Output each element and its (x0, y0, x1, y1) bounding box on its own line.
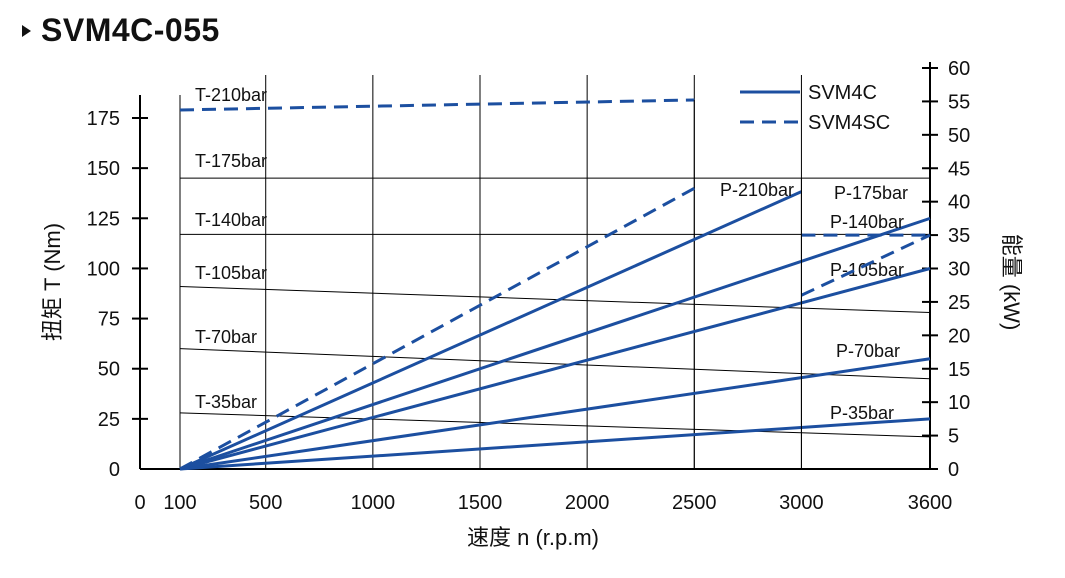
power-line-extension-6 (800, 233, 931, 297)
torque-label-t-70bar: T-70bar (195, 327, 257, 347)
y-right-tick-label-55: 55 (948, 91, 970, 113)
power-label-p-35bar: P-35bar (830, 403, 894, 423)
y-right-tick-label-15: 15 (948, 359, 970, 381)
chart-title-wrap: SVM4C-055 (22, 12, 220, 49)
power-line-p-210bar (179, 186, 696, 471)
x-tick-label-3000: 3000 (779, 492, 824, 514)
x-tick-label-100: 100 (163, 492, 196, 514)
chart-title: SVM4C-055 (41, 12, 220, 48)
y-axis-left-label: 扭矩 T (Nm) (40, 223, 65, 341)
y-left-tick-label-25: 25 (98, 409, 120, 431)
legend-label-svm4sc: SVM4SC (808, 112, 890, 134)
torque-line-t-105bar (179, 285, 931, 314)
power-label-p-210bar: P-210bar (720, 180, 794, 200)
torque-label-t-210bar: T-210bar (195, 85, 267, 105)
y-right-tick-label-45: 45 (948, 158, 970, 180)
torque-label-t-140bar: T-140bar (195, 210, 267, 230)
torque-label-t-105bar: T-105bar (195, 263, 267, 283)
torque-line-t-35bar (179, 412, 931, 438)
power-label-p-140bar: P-140bar (830, 212, 904, 232)
y-left-tick-label-75: 75 (98, 309, 120, 331)
y-left-tick-label-150: 150 (87, 158, 120, 180)
torque-label-t-35bar: T-35bar (195, 392, 257, 412)
x-tick-label-0: 0 (134, 492, 145, 514)
x-tick-label-3600: 3600 (908, 492, 953, 514)
x-tick-label-2000: 2000 (565, 492, 610, 514)
torque-line-t-70bar (179, 348, 931, 380)
y-left-tick-label-0: 0 (109, 459, 120, 481)
power-line-p-105bar (179, 267, 931, 471)
torque-line-t-210bar (179, 98, 695, 112)
y-axis-right-label: 能量 (kW) (999, 234, 1024, 331)
y-right-tick-label-40: 40 (948, 192, 970, 214)
y-left-tick-label-125: 125 (87, 208, 120, 230)
x-tick-label-1000: 1000 (351, 492, 396, 514)
y-right-tick-label-50: 50 (948, 125, 970, 147)
x-tick-label-500: 500 (249, 492, 282, 514)
y-right-tick-label-25: 25 (948, 292, 970, 314)
power-line-p-175bar (179, 190, 803, 471)
power-label-p-175bar: P-175bar (834, 183, 908, 203)
x-axis-label: 速度 n (r.p.m) (467, 525, 599, 550)
y-right-tick-label-10: 10 (948, 392, 970, 414)
y-left-tick-label-100: 100 (87, 258, 120, 280)
y-right-tick-label-20: 20 (948, 325, 970, 347)
power-label-p-105bar: P-105bar (830, 260, 904, 280)
power-line-p-140bar (179, 216, 931, 471)
power-label-p-70bar: P-70bar (836, 341, 900, 361)
y-right-tick-label-60: 60 (948, 58, 970, 80)
y-right-tick-label-5: 5 (948, 426, 959, 448)
torque-label-t-175bar: T-175bar (195, 151, 267, 171)
y-left-tick-label-50: 50 (98, 359, 120, 381)
triangle-marker-icon (22, 24, 31, 37)
x-tick-label-2500: 2500 (672, 492, 717, 514)
power-line-p-35bar (179, 417, 931, 471)
y-right-tick-label-0: 0 (948, 459, 959, 481)
legend-label-svm4c: SVM4C (808, 82, 877, 104)
power-line-p-70bar (179, 357, 931, 471)
y-left-tick-label-175: 175 (87, 108, 120, 130)
x-tick-label-1500: 1500 (458, 492, 503, 514)
y-right-tick-label-30: 30 (948, 259, 970, 281)
y-right-tick-label-35: 35 (948, 225, 970, 247)
